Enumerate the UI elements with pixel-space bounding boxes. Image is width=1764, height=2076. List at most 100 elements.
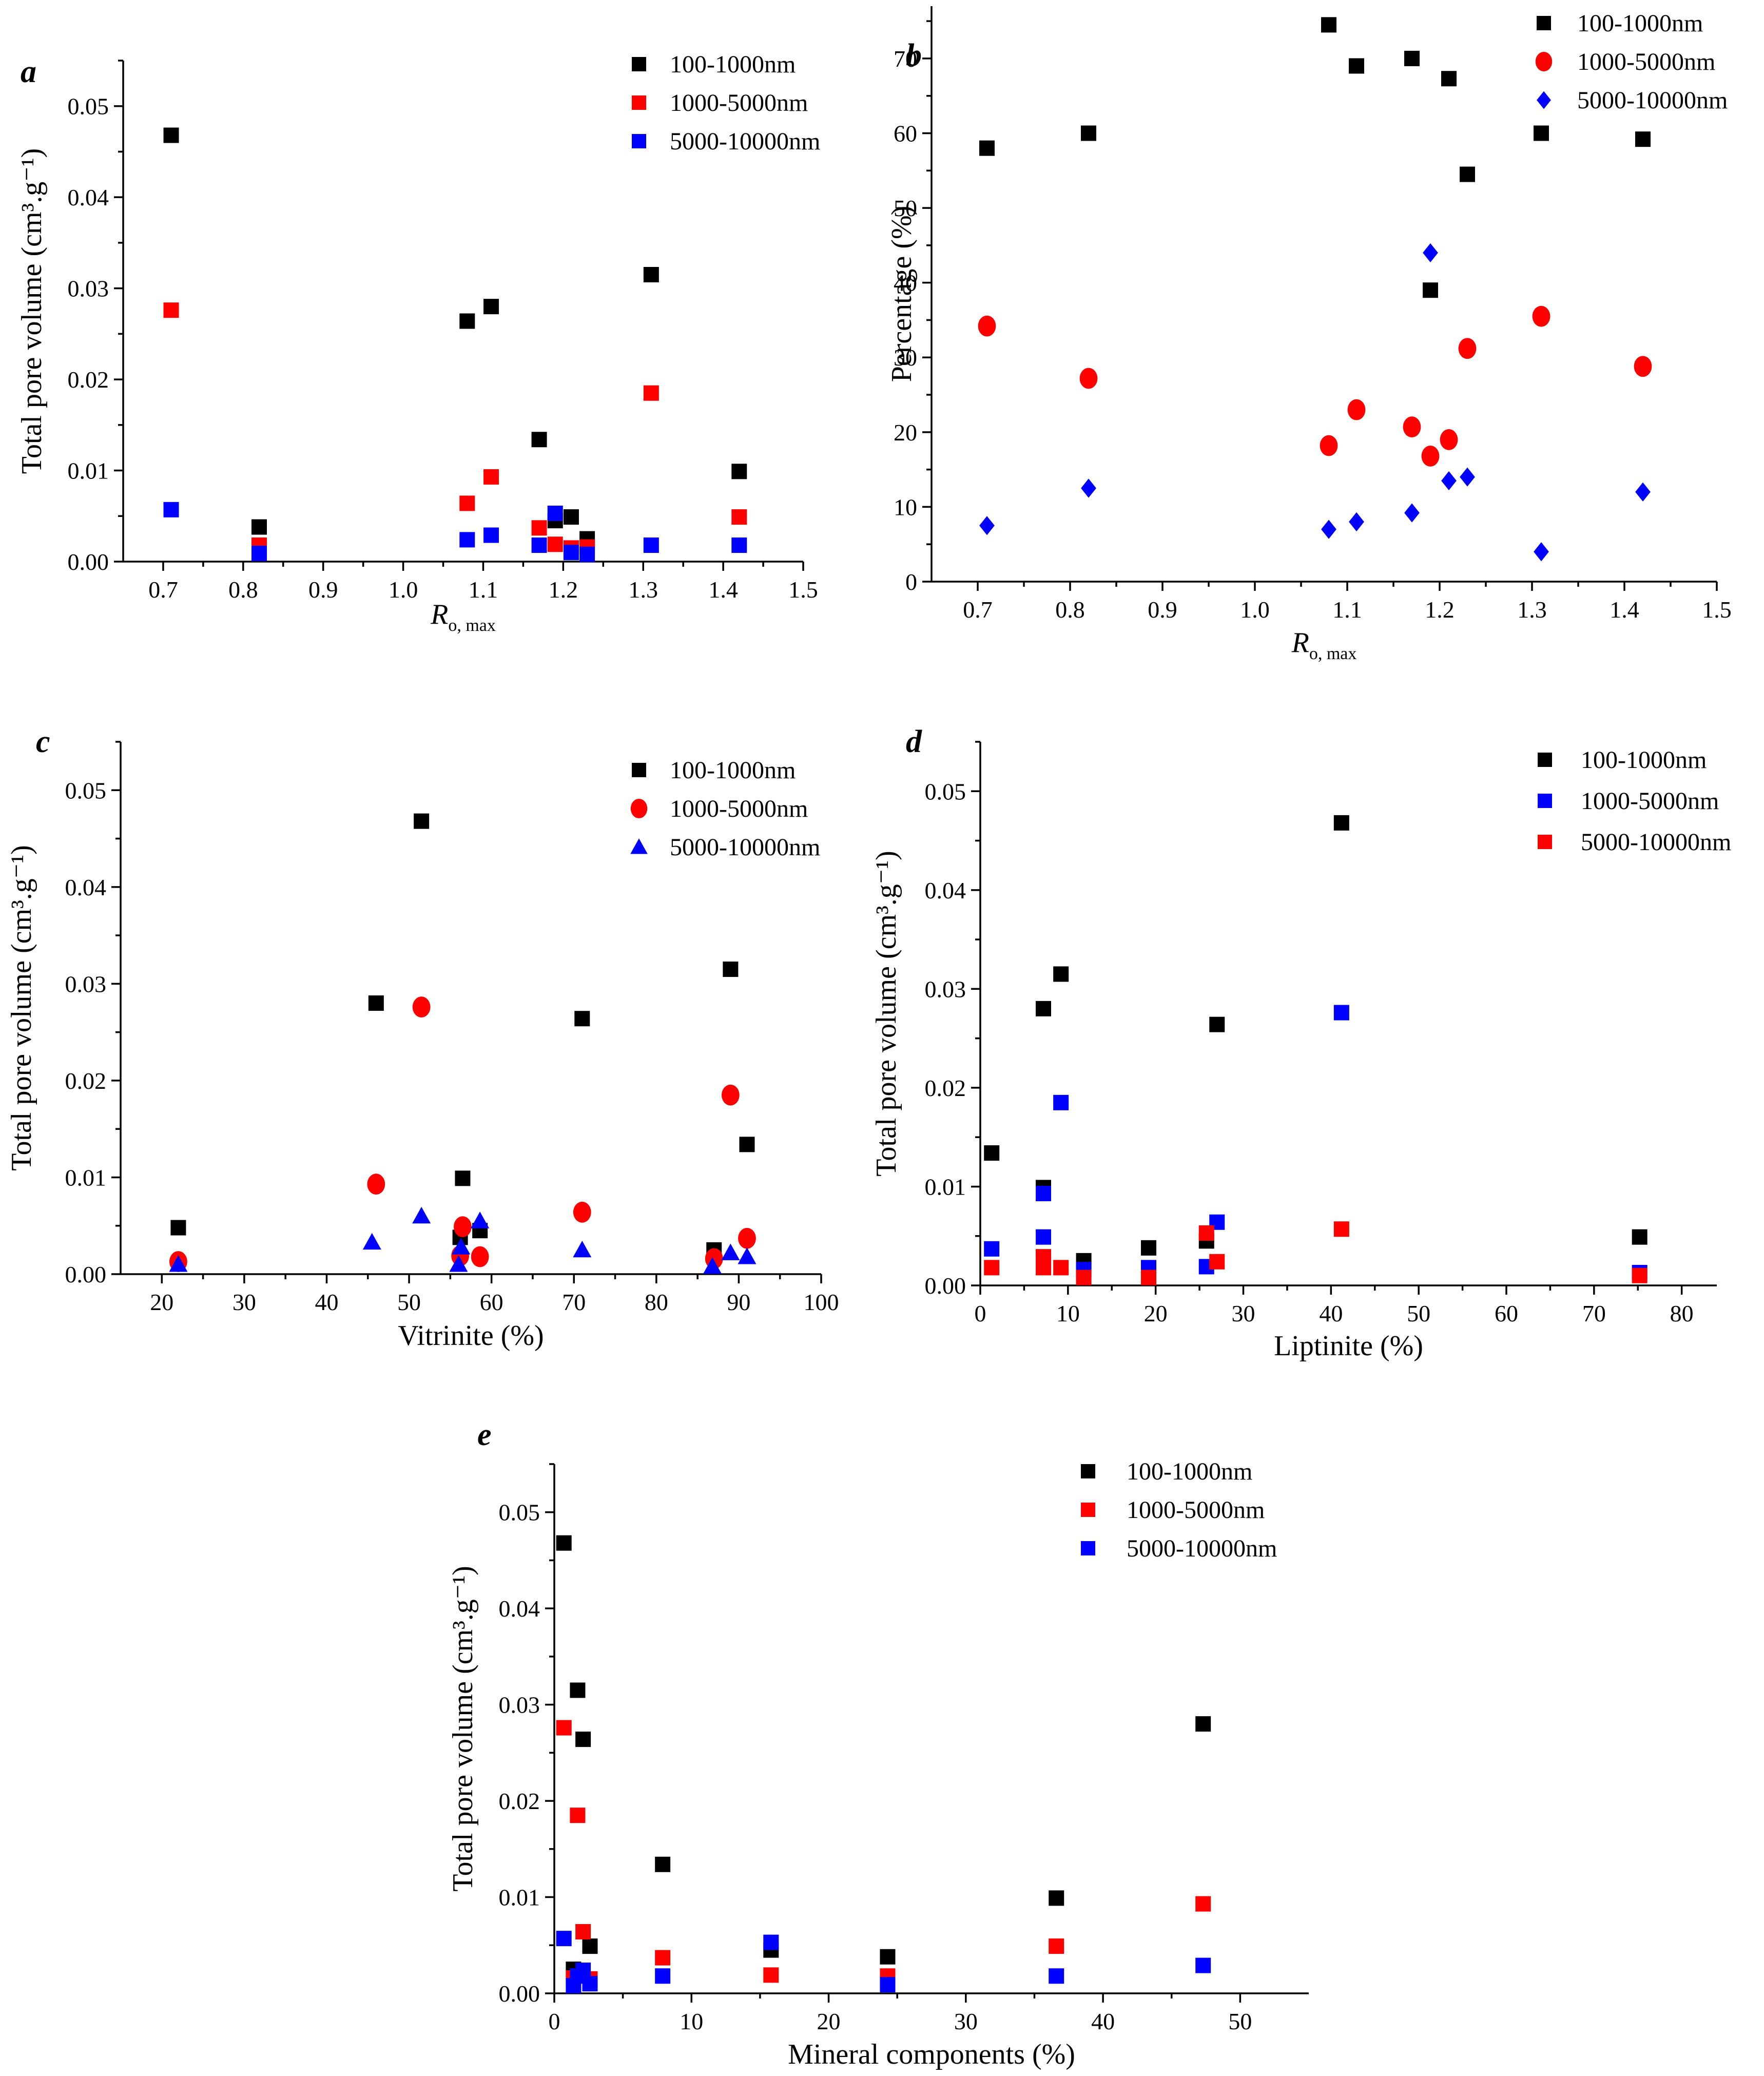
x-tick-label: 60 bbox=[480, 1289, 503, 1315]
data-point bbox=[1333, 1005, 1349, 1021]
y-tick-label: 0.03 bbox=[65, 971, 107, 997]
data-point bbox=[367, 1174, 385, 1195]
data-point bbox=[459, 313, 475, 329]
legend: 100-1000nm 1000-5000nm 5000-10000nm bbox=[630, 757, 820, 861]
y-axis-label: Percentage (%) bbox=[886, 206, 918, 382]
x-tick-label: 30 bbox=[1232, 1300, 1255, 1327]
data-point bbox=[763, 1934, 779, 1950]
data-point bbox=[452, 1238, 471, 1255]
data-point bbox=[1632, 1229, 1647, 1245]
y-tick-label: 0 bbox=[905, 569, 917, 595]
panel-letter: c bbox=[36, 724, 50, 759]
data-point bbox=[1053, 1260, 1069, 1276]
y-tick-label: 0.05 bbox=[925, 778, 966, 804]
series-5000-10000nm bbox=[556, 1931, 1211, 1994]
data-point bbox=[531, 432, 547, 448]
y-tick-label: 50 bbox=[894, 195, 917, 221]
legend-marker bbox=[630, 838, 648, 854]
data-point bbox=[455, 1170, 471, 1186]
x-tick-label: 1.5 bbox=[788, 576, 818, 603]
y-tick-label: 0.01 bbox=[65, 1164, 107, 1190]
data-point bbox=[459, 495, 475, 511]
legend: 100-1000nm 1000-5000nm 5000-10000nm bbox=[632, 51, 820, 155]
data-point bbox=[556, 1535, 572, 1551]
x-tick-label: 1.3 bbox=[1517, 597, 1547, 623]
data-point bbox=[1076, 1270, 1092, 1285]
panel-letter: a bbox=[21, 54, 36, 89]
series-5000-10000nm bbox=[163, 502, 747, 562]
data-point bbox=[739, 1137, 755, 1152]
data-point bbox=[1458, 338, 1477, 359]
legend-label: 1000-5000nm bbox=[1127, 1496, 1265, 1524]
y-axis-label: Total pore volume (cm³.g⁻¹) bbox=[16, 148, 48, 474]
data-point bbox=[1320, 435, 1338, 456]
data-point bbox=[483, 469, 499, 485]
legend-marker bbox=[630, 798, 648, 819]
data-point bbox=[1321, 520, 1336, 539]
legend-label: 1000-5000nm bbox=[1577, 48, 1715, 75]
chart-panel-d: 0 10 20 30 40 50 60 70 80 0.00 0.01 0.02 0.03 0.04 0.0… bbox=[870, 724, 1731, 1362]
x-tick-label: 1.1 bbox=[1332, 597, 1362, 623]
data-point bbox=[880, 1949, 896, 1965]
data-point bbox=[1349, 512, 1364, 532]
legend-marker bbox=[1537, 16, 1551, 30]
data-point bbox=[575, 1963, 591, 1978]
y-tick-label: 0.05 bbox=[499, 1500, 540, 1526]
data-point bbox=[731, 509, 747, 525]
y-tick-label: 0.03 bbox=[68, 276, 109, 302]
data-point bbox=[368, 995, 384, 1011]
data-point bbox=[1534, 542, 1549, 562]
data-point bbox=[1321, 17, 1336, 33]
x-tick-label: 1.4 bbox=[1610, 597, 1639, 623]
x-tick-label: 20 bbox=[150, 1289, 173, 1315]
data-point bbox=[1404, 50, 1420, 66]
x-tick-label: 100 bbox=[804, 1289, 839, 1315]
data-point bbox=[163, 302, 179, 318]
panel-letter: d bbox=[906, 724, 922, 759]
x-tick-label: 1.4 bbox=[708, 576, 738, 603]
data-point bbox=[1421, 446, 1440, 467]
x-tick-label: 70 bbox=[1582, 1300, 1606, 1327]
x-axis-label-subscript: o, max bbox=[448, 616, 496, 635]
x-axis-label: Liptinite (%) bbox=[1274, 1330, 1423, 1362]
legend-marker bbox=[1081, 1464, 1095, 1478]
x-tick-label: 10 bbox=[680, 2008, 703, 2034]
data-point bbox=[1036, 1260, 1051, 1276]
data-point bbox=[414, 813, 430, 829]
y-tick-label: 0.00 bbox=[499, 1981, 540, 2007]
data-point bbox=[721, 1084, 740, 1106]
data-point bbox=[1198, 1225, 1214, 1241]
x-tick-label: 70 bbox=[562, 1289, 586, 1315]
data-point bbox=[1036, 1229, 1051, 1245]
legend-label: 100-1000nm bbox=[670, 757, 796, 784]
legend-label: 100-1000nm bbox=[670, 51, 796, 78]
data-point bbox=[563, 545, 579, 561]
x-tick-label: 0.9 bbox=[308, 576, 338, 603]
legend-marker bbox=[1538, 835, 1552, 849]
data-point bbox=[459, 532, 475, 548]
x-axis-label-main: R bbox=[430, 599, 448, 630]
y-axis-label: Total pore volume (cm³.g⁻¹) bbox=[870, 851, 902, 1177]
data-point bbox=[1532, 305, 1550, 327]
y-tick-label: 0.05 bbox=[65, 777, 107, 803]
data-point bbox=[547, 536, 563, 552]
data-point bbox=[471, 1212, 490, 1228]
data-point bbox=[169, 1255, 188, 1272]
y-tick-label: 0.01 bbox=[925, 1174, 966, 1200]
data-point bbox=[573, 1240, 592, 1258]
chart-panel-a: 0.7 0.8 0.9 1.0 1.1 1.2 1.3 1.4 1.5 0.00 0.01 0.02 0… bbox=[16, 51, 820, 635]
legend-marker bbox=[632, 134, 646, 148]
data-point bbox=[1209, 1254, 1225, 1270]
legend-marker bbox=[1538, 794, 1552, 808]
y-tick-label: 0.04 bbox=[925, 877, 966, 904]
legend-label: 5000-10000nm bbox=[1581, 829, 1731, 856]
data-point bbox=[723, 962, 739, 977]
data-point bbox=[1347, 399, 1366, 420]
y-tick-label: 0.01 bbox=[499, 1885, 540, 1911]
y-tick-label: 60 bbox=[894, 120, 917, 146]
data-point bbox=[880, 1977, 896, 1993]
data-point bbox=[412, 996, 431, 1018]
data-point bbox=[471, 1246, 489, 1267]
data-point bbox=[984, 1241, 1000, 1257]
